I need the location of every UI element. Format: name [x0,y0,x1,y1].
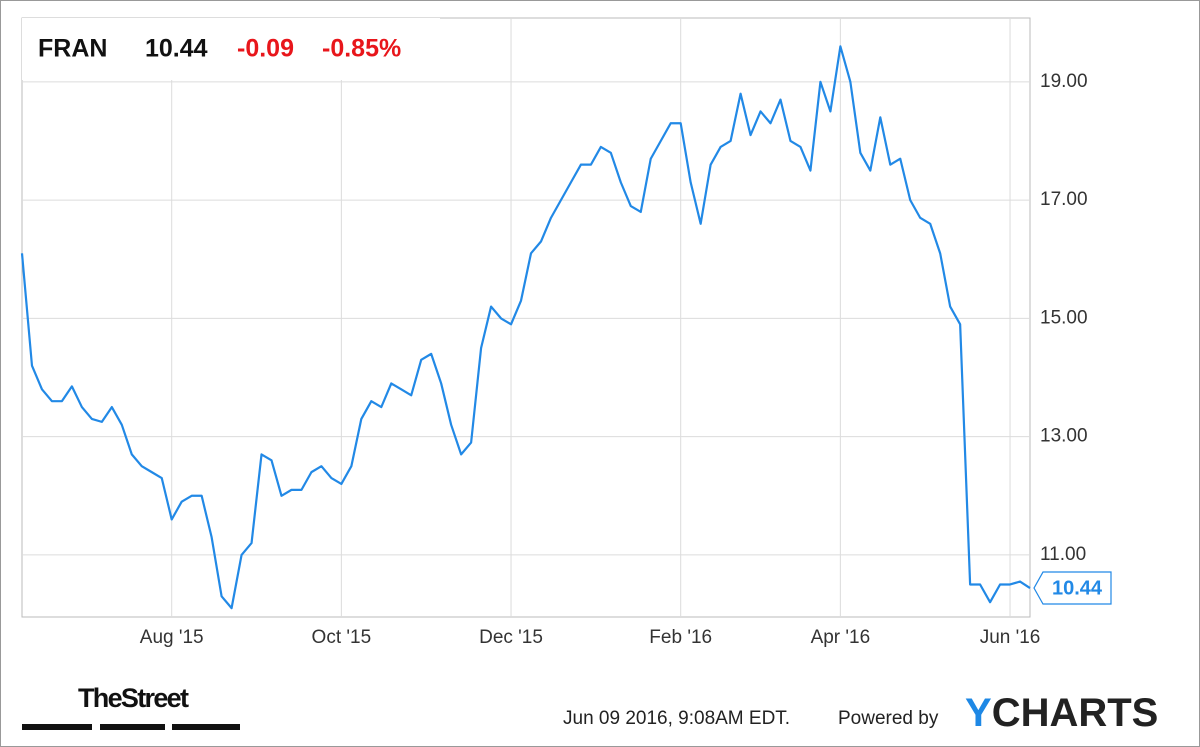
y-tick-label: 19.00 [1040,71,1088,92]
source-logo: TheStreet [78,683,189,713]
brand-rest: CHARTS [992,691,1159,735]
x-tick-label: Apr '16 [811,627,871,648]
x-tick-label: Feb '16 [649,627,712,648]
x-tick-label: Dec '15 [479,627,543,648]
price: 10.44 [145,35,208,63]
plot-area [21,17,1031,618]
brand-initial: Y [965,691,992,735]
change: -0.09 [237,35,294,63]
x-tick-label: Oct '15 [312,627,372,648]
ticker: FRAN [38,35,107,63]
price-line [20,45,1031,610]
y-tick-label: 11.00 [1040,544,1086,565]
y-tick-label: 17.00 [1040,189,1088,210]
brand: YCHARTS [965,691,1158,735]
y-tick-label: 15.00 [1040,307,1088,328]
last-value-tag [1033,571,1112,605]
x-tick-label: Aug '15 [140,627,204,648]
x-tick-label: Jun '16 [980,627,1041,648]
timestamp: Jun 09 2016, 9:08AM EDT. [563,708,790,729]
last-value-label: 10.44 [1052,577,1103,599]
y-tick-label: 13.00 [1040,426,1088,447]
logo-bar [22,724,92,730]
marks [20,45,1031,610]
logo-bar [100,724,165,730]
logo-bar [172,724,240,730]
powered-by: Powered by [838,708,939,729]
header-box [22,18,440,80]
change-percent: -0.85% [322,35,401,63]
